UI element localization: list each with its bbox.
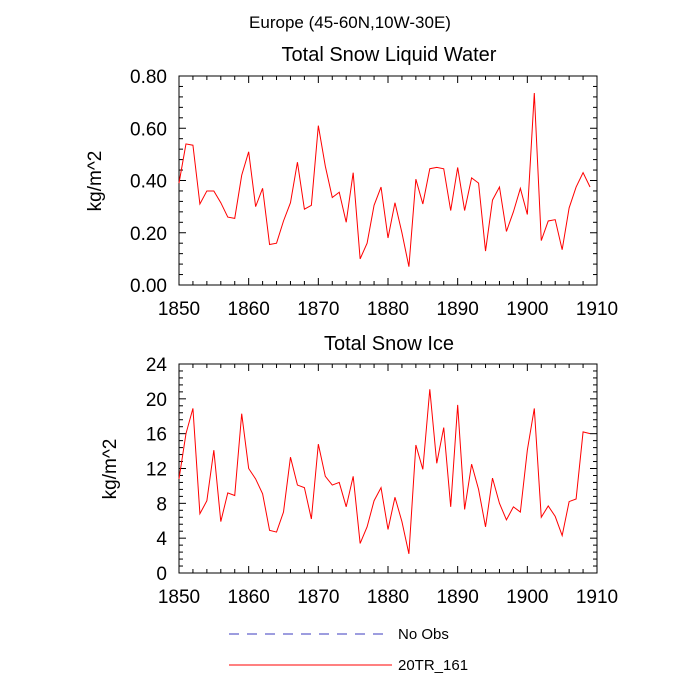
tick-marks <box>178 363 598 574</box>
x-tick-label: 1850 <box>158 299 200 320</box>
y-tick-label: 0.20 <box>130 224 167 245</box>
y-tick-labels: 0.00 0.20 0.40 0.60 0.80 <box>130 67 167 297</box>
y-tick-label: 4 <box>156 529 167 550</box>
x-tick-label: 1870 <box>297 299 339 320</box>
x-tick-label: 1890 <box>437 299 479 320</box>
y-axis-label: kg/m^2 <box>85 151 106 212</box>
x-tick-labels: 1850 1860 1870 1880 1890 1900 1910 <box>158 299 618 320</box>
y-tick-label: 0 <box>156 564 167 585</box>
series-group <box>178 92 591 267</box>
panel-snow-liquid-water: Total Snow Liquid Water 1850 1860 1870 1880… <box>85 44 618 320</box>
y-axis-label: kg/m^2 <box>100 439 121 500</box>
y-tick-label: 24 <box>146 355 168 376</box>
y-tick-label: 0.60 <box>130 119 167 140</box>
x-tick-label: 1890 <box>437 587 479 608</box>
figure-suptitle: Europe (45-60N,10W-30E) <box>249 13 451 32</box>
x-tick-label: 1880 <box>367 587 409 608</box>
plot-frame <box>178 363 598 574</box>
x-tick-label: 1900 <box>506 299 548 320</box>
y-tick-labels: 0 4 8 12 16 20 24 <box>146 355 168 585</box>
x-tick-label: 1910 <box>576 587 618 608</box>
panel-title: Total Snow Ice <box>324 333 454 355</box>
y-tick-label: 0.40 <box>130 172 167 193</box>
x-tick-label: 1900 <box>506 587 548 608</box>
legend-item-20tr-161: 20TR_161 <box>229 657 468 674</box>
panel-snow-ice: Total Snow Ice 1850 1860 1870 1880 1890 1900 1… <box>100 333 618 608</box>
legend-label: No Obs <box>398 626 449 643</box>
legend: No Obs 20TR_161 <box>229 626 468 674</box>
x-tick-label: 1880 <box>367 299 409 320</box>
y-tick-label: 20 <box>146 390 167 411</box>
x-tick-label: 1860 <box>228 587 270 608</box>
series-line-20tr-161 <box>178 92 591 267</box>
legend-item-no-obs: No Obs <box>229 626 449 643</box>
series-line-20tr-161 <box>178 389 591 554</box>
x-tick-labels: 1850 1860 1870 1880 1890 1900 1910 <box>158 587 618 608</box>
tick-marks <box>178 75 598 286</box>
y-tick-label: 0.00 <box>130 276 167 297</box>
y-tick-label: 16 <box>146 425 167 446</box>
y-tick-label: 0.80 <box>130 67 167 88</box>
x-tick-label: 1910 <box>576 299 618 320</box>
plot-frame <box>178 75 598 286</box>
legend-label: 20TR_161 <box>398 657 468 674</box>
panel-title: Total Snow Liquid Water <box>282 44 497 66</box>
x-tick-label: 1870 <box>297 587 339 608</box>
y-tick-label: 12 <box>146 460 167 481</box>
x-tick-label: 1860 <box>228 299 270 320</box>
series-group <box>178 389 591 554</box>
y-tick-label: 8 <box>156 494 167 515</box>
x-tick-label: 1850 <box>158 587 200 608</box>
